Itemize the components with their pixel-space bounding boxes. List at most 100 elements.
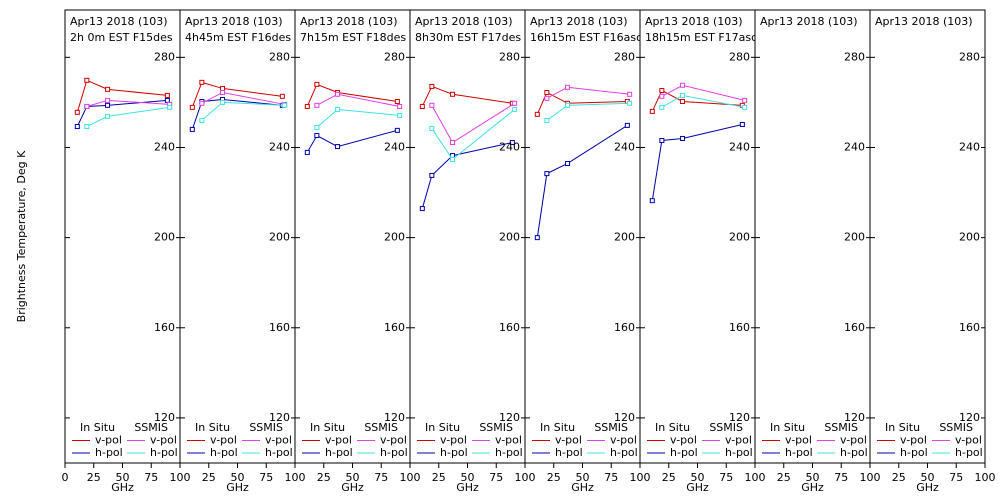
legend-label: h-pol [555, 446, 583, 459]
data-point [544, 171, 550, 177]
y-tick-label: 120 [269, 411, 290, 424]
y-tick-label: 240 [269, 140, 290, 153]
legend-label: h-pol [725, 446, 753, 459]
series-line [536, 124, 628, 238]
series-line [316, 108, 400, 128]
y-tick-label: 280 [844, 50, 865, 63]
y-tick-label: 280 [499, 50, 520, 63]
data-point [167, 104, 173, 110]
series-line [76, 99, 168, 127]
data-point [189, 126, 195, 132]
data-point [335, 91, 341, 97]
data-point [659, 93, 665, 99]
data-point [394, 127, 400, 133]
data-point [84, 124, 90, 130]
y-tick-label: 240 [614, 140, 635, 153]
y-tick-label: 200 [499, 231, 520, 244]
data-point [649, 198, 655, 204]
data-point [659, 137, 665, 143]
data-point [199, 117, 205, 123]
series-line [76, 79, 168, 113]
data-point [397, 103, 403, 109]
y-tick-label: 240 [729, 140, 750, 153]
y-tick-label: 240 [499, 140, 520, 153]
y-tick-label: 120 [499, 411, 520, 424]
y-tick-label: 240 [384, 140, 405, 153]
data-point [199, 100, 205, 106]
data-point [544, 89, 550, 95]
data-point [394, 99, 400, 105]
y-tick-label: 280 [269, 50, 290, 63]
data-point [429, 172, 435, 178]
data-point [742, 104, 748, 110]
data-point [450, 91, 456, 97]
x-tick-label: 75 [144, 471, 158, 484]
y-tick-label: 200 [384, 231, 405, 244]
data-point [544, 95, 550, 101]
series-line [546, 102, 630, 121]
y-tick-label: 120 [844, 411, 865, 424]
legend-label: h-pol [210, 446, 238, 459]
x-tick-label: 25 [892, 471, 906, 484]
x-tick-label: 75 [834, 471, 848, 484]
data-point [739, 121, 745, 127]
y-tick-label: 280 [959, 50, 980, 63]
panel-title: Apr13 2018 (103) [760, 15, 858, 28]
x-tick-label: 75 [604, 471, 618, 484]
y-tick-label: 160 [729, 321, 750, 334]
legend-label: v-pol [210, 434, 237, 447]
y-tick-label: 160 [959, 321, 980, 334]
data-point [220, 85, 226, 91]
data-point [450, 156, 456, 162]
series-line [431, 102, 515, 144]
panel-plot: Apr13 2018 (103) [875, 15, 973, 28]
legend-group: SSMIS [364, 421, 398, 434]
legend-label: v-pol [150, 434, 177, 447]
data-point [627, 91, 633, 97]
legend-group: In Situ [655, 421, 690, 434]
data-point [512, 106, 518, 112]
series-line [651, 124, 743, 201]
legend-label: v-pol [495, 434, 522, 447]
x-tick-label: 25 [662, 471, 676, 484]
series-line [201, 101, 285, 121]
y-tick-label: 240 [959, 140, 980, 153]
legend-label: h-pol [150, 446, 178, 459]
legend-group: SSMIS [939, 421, 973, 434]
data-point [199, 79, 205, 85]
x-axis-label: GHz [801, 481, 824, 494]
y-tick-label: 160 [154, 321, 175, 334]
y-tick-label: 160 [844, 321, 865, 334]
y-tick-label: 280 [614, 50, 635, 63]
x-tick-label: 50 [116, 471, 130, 484]
x-tick-label: 75 [949, 471, 963, 484]
panel-title: Apr13 2018 (103) [185, 15, 283, 28]
data-point [680, 135, 686, 141]
series-line [546, 86, 630, 99]
y-tick-label: 200 [269, 231, 290, 244]
y-tick-label: 160 [384, 321, 405, 334]
x-tick-label: 25 [317, 471, 331, 484]
y-tick-label: 200 [154, 231, 175, 244]
data-point [659, 104, 665, 110]
x-tick-label: 100 [745, 471, 766, 484]
legend-group: SSMIS [709, 421, 743, 434]
data-point [189, 104, 195, 110]
panel-plot: Apr13 2018 (103) 2h 0m EST F15des [70, 15, 173, 130]
legend-group: In Situ [80, 421, 115, 434]
data-point [534, 235, 540, 241]
data-point [282, 102, 288, 108]
y-tick-label: 160 [499, 321, 520, 334]
x-tick-label: 100 [515, 471, 536, 484]
x-tick-label: 50 [691, 471, 705, 484]
y-tick-label: 160 [269, 321, 290, 334]
y-tick-label: 240 [154, 140, 175, 153]
panel-title: 4h45m EST F16des [185, 31, 291, 44]
panel-title: Apr13 2018 (103) [300, 15, 398, 28]
x-tick-label: 50 [921, 471, 935, 484]
legend-label: v-pol [840, 434, 867, 447]
y-tick-label: 280 [154, 50, 175, 63]
series-line [306, 83, 398, 107]
data-point [627, 100, 633, 106]
legend-label: v-pol [610, 434, 637, 447]
